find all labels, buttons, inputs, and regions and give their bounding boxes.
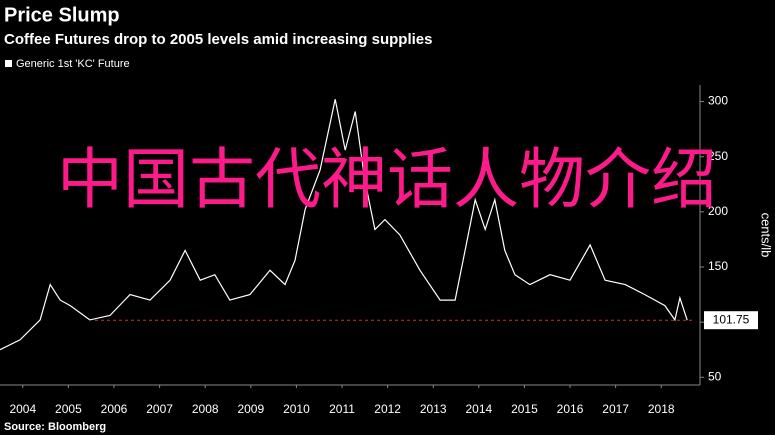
x-tick-label: 2013: [420, 402, 447, 416]
last-value-box: [704, 311, 758, 330]
x-tick-label: 2016: [557, 402, 584, 416]
last-value-label: 101.75: [713, 312, 750, 326]
y-tick-label: 200: [708, 204, 728, 218]
x-tick-label: 2012: [374, 402, 401, 416]
x-tick-label: 2004: [9, 402, 36, 416]
source: Source: Bloomberg: [4, 421, 106, 433]
x-tick-label: 2008: [192, 402, 219, 416]
chart-subtitle: Coffee Futures drop to 2005 levels amid …: [4, 31, 432, 48]
y-tick-label: 50: [708, 369, 722, 383]
legend-label: Generic 1st 'KC' Future: [16, 58, 130, 70]
x-tick-label: 2006: [101, 402, 128, 416]
x-tick-label: 2017: [602, 402, 629, 416]
y-tick-label: 150: [708, 259, 728, 273]
x-tick-label: 2010: [283, 402, 310, 416]
y-tick-label: 300: [708, 94, 728, 108]
x-tick-label: 2007: [146, 402, 173, 416]
x-tick-label: 2011: [329, 402, 355, 416]
x-tick-label: 2014: [465, 402, 492, 416]
legend-swatch: [5, 60, 12, 67]
x-tick-label: 2015: [511, 402, 538, 416]
overlay-text: 中国古代神话人物介绍: [57, 141, 717, 218]
price-line: [0, 99, 688, 351]
y-axis-label: cents/lb: [759, 213, 774, 258]
y-tick-label: 250: [708, 149, 728, 163]
x-tick-label: 2005: [55, 402, 82, 416]
chart-title: Price Slump: [4, 4, 120, 26]
x-tick-label: 2018: [648, 402, 675, 416]
x-tick-label: 2009: [237, 402, 264, 416]
